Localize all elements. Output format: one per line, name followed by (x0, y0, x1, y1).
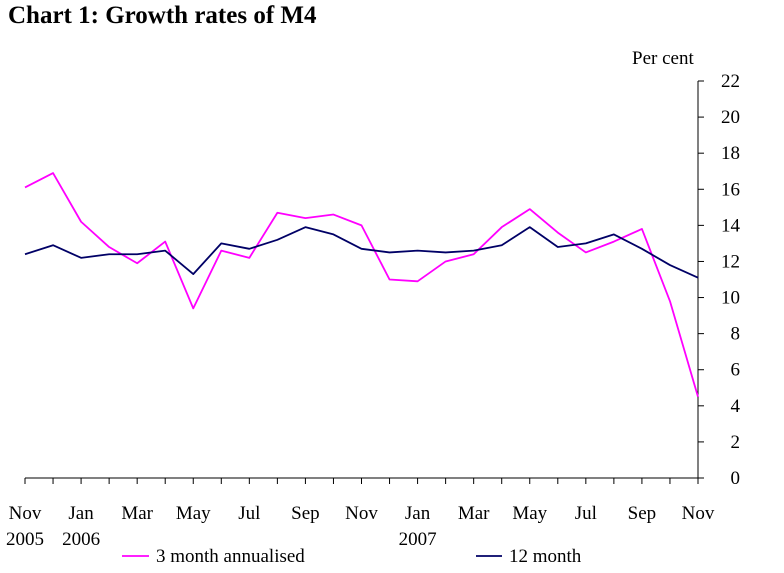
y-tick-label: 16 (721, 179, 740, 200)
x-tick-label: May (512, 503, 547, 524)
x-tick-year-label: 2005 (6, 529, 44, 550)
x-tick-label: Nov (9, 503, 42, 524)
x-tick-year-label: 2007 (399, 529, 437, 550)
x-tick-label: Jul (238, 503, 260, 524)
x-tick-label: Mar (458, 503, 490, 524)
x-tick-label: Jul (575, 503, 597, 524)
y-tick-label: 6 (731, 360, 741, 381)
legend-label: 12 month (509, 546, 582, 567)
x-tick-label: Jan (405, 503, 431, 524)
y-tick-label: 20 (721, 107, 740, 128)
x-tick-label: Sep (291, 503, 320, 524)
x-tick-label: Mar (121, 503, 153, 524)
y-tick-label: 0 (731, 468, 741, 489)
y-tick-label: 10 (721, 288, 740, 309)
y-tick-label: 12 (721, 251, 740, 272)
x-tick-label: Jan (68, 503, 94, 524)
y-tick-label: 22 (721, 71, 740, 92)
x-tick-label: Nov (682, 503, 715, 524)
y-tick-label: 18 (721, 143, 740, 164)
x-tick-label: May (176, 503, 211, 524)
y-tick-label: 2 (731, 432, 741, 453)
legend-label: 3 month annualised (156, 546, 305, 567)
x-tick-year-label: 2006 (62, 529, 100, 550)
y-tick-label: 14 (721, 215, 741, 236)
x-tick-label: Nov (345, 503, 378, 524)
x-tick-label: Sep (628, 503, 657, 524)
y-tick-label: 4 (731, 396, 741, 417)
series-line-12-month (24, 226, 699, 279)
y-axis-title: Per cent (632, 48, 694, 69)
series-line-3-month-annualised (24, 172, 699, 398)
y-tick-label: 8 (731, 324, 741, 345)
chart-title: Chart 1: Growth rates of M4 (8, 2, 317, 29)
